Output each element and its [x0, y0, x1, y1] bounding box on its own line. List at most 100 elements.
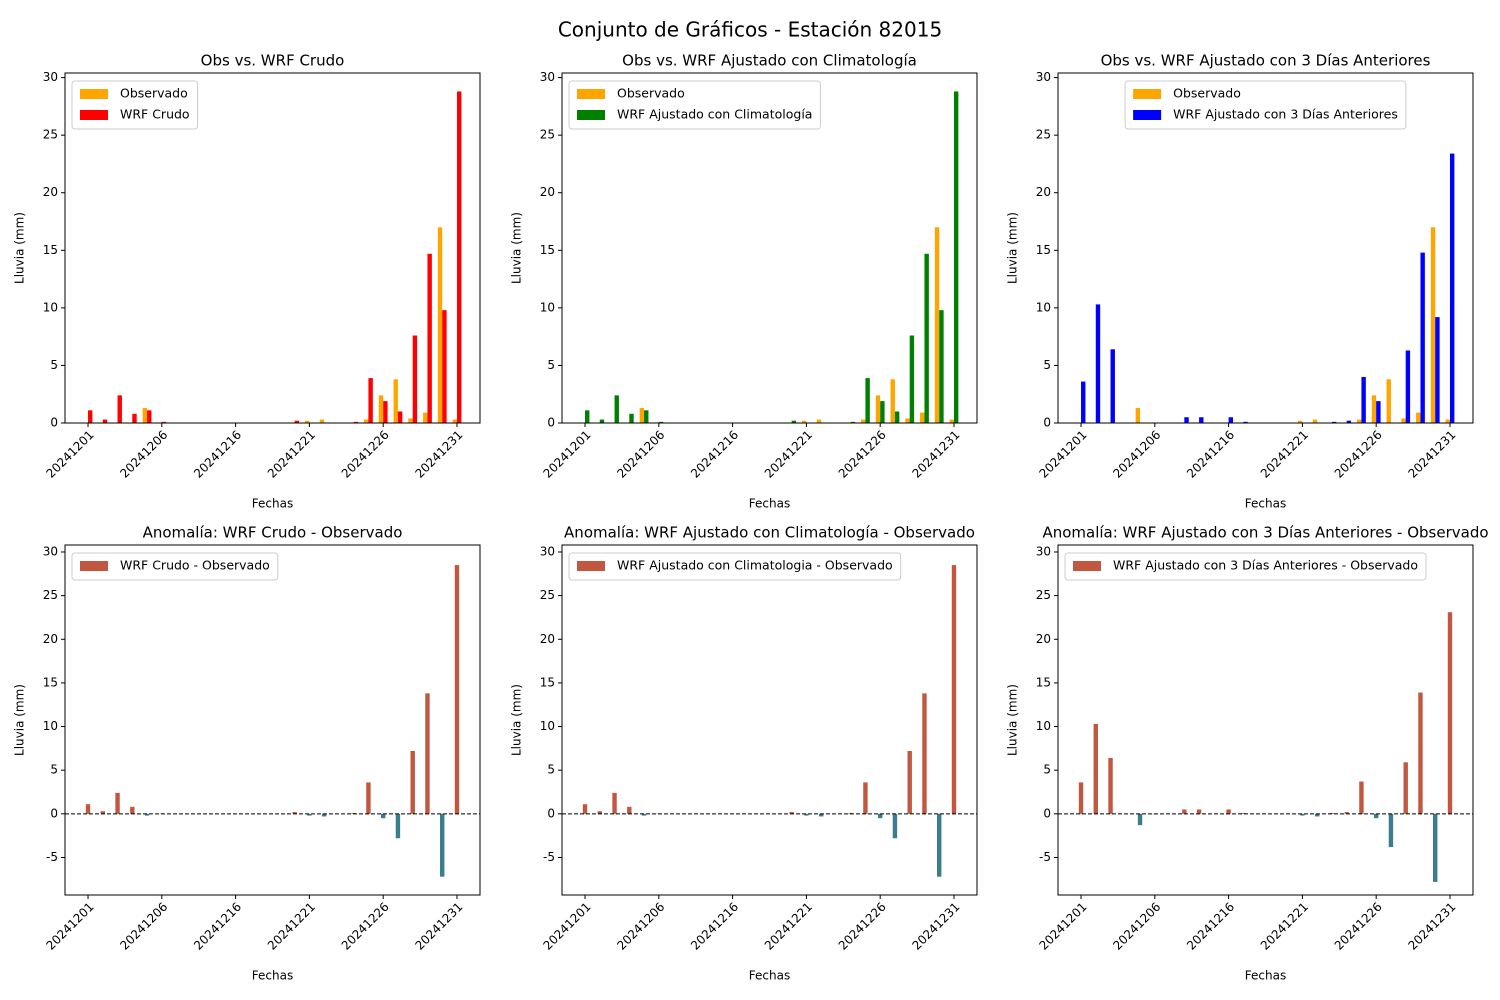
- bar: [423, 412, 428, 423]
- bar: [1447, 612, 1453, 814]
- x-tick-label: 20241221: [762, 900, 815, 953]
- legend-label: Observado: [120, 86, 188, 101]
- x-tick-label: 20241231: [412, 428, 465, 481]
- subplot-title: Obs vs. WRF Ajustado con Climatología: [622, 52, 917, 70]
- bar: [1403, 762, 1408, 814]
- legend-swatch: [80, 110, 108, 120]
- axes-frame: [64, 544, 481, 896]
- x-tick-label: 20241216: [191, 428, 244, 481]
- subplot-title: Anomalía: WRF Crudo - Observado: [143, 524, 403, 542]
- bar: [353, 421, 359, 423]
- bar: [102, 419, 108, 423]
- x-tick-label: 20241216: [191, 900, 244, 953]
- y-axis-label: Lluvia (mm): [1006, 212, 1020, 284]
- x-tick-label: 20241226: [1332, 428, 1385, 481]
- bar: [383, 401, 388, 423]
- y-tick-label: 25: [540, 128, 555, 142]
- bar: [1228, 417, 1234, 423]
- legend-label: Observado: [1173, 86, 1241, 101]
- bar: [585, 410, 590, 423]
- bar: [1135, 408, 1141, 423]
- y-tick-label: 5: [50, 763, 58, 777]
- bar: [1241, 812, 1246, 814]
- legend: WRF Crudo - Observado: [71, 552, 279, 581]
- x-tick-label: 20241206: [1110, 900, 1163, 953]
- y-tick-label: 25: [1036, 128, 1051, 142]
- x-tick-label: 20241206: [614, 900, 667, 953]
- x-tick-label: 20241201: [44, 900, 97, 953]
- legend-swatch: [1133, 110, 1162, 120]
- bar: [937, 813, 942, 877]
- bar: [880, 401, 885, 423]
- y-axis-label: Lluvia (mm): [13, 684, 27, 756]
- legend-label: WRF Crudo - Observado: [120, 558, 270, 573]
- bar: [161, 421, 167, 423]
- x-tick-label: 20241226: [836, 428, 889, 481]
- legend-label: WRF Ajustado con Climatología: [617, 107, 812, 122]
- y-tick-label: 0: [547, 806, 555, 820]
- x-tick-label: 20241221: [265, 428, 318, 481]
- bar: [452, 419, 457, 423]
- legend: WRF Ajustado con 3 Días Anteriores - Obs…: [1064, 552, 1427, 581]
- bar: [1361, 376, 1366, 423]
- bar: [321, 813, 327, 817]
- bar: [1430, 227, 1436, 423]
- y-tick-label: -5: [543, 850, 555, 864]
- bar: [644, 410, 649, 423]
- bar: [865, 378, 870, 423]
- bar: [939, 310, 944, 423]
- y-axis-label: Lluvia (mm): [13, 212, 27, 284]
- bar: [1435, 317, 1440, 423]
- bar: [1373, 813, 1379, 819]
- bar: [1314, 813, 1320, 817]
- bar: [909, 335, 915, 423]
- bar: [1312, 419, 1318, 423]
- subplot-title: Obs vs. WRF Ajustado con 3 Días Anterior…: [1101, 52, 1431, 70]
- y-tick-label: 20: [540, 185, 555, 199]
- y-tick-label: 20: [43, 632, 58, 646]
- bar: [924, 253, 929, 423]
- legend-box: [568, 80, 821, 130]
- bar: [100, 811, 105, 814]
- y-tick-label: 30: [43, 544, 58, 558]
- y-tick-label: 15: [43, 675, 58, 689]
- legend-label: WRF Crudo: [120, 107, 190, 122]
- bar: [877, 813, 883, 819]
- x-tick-label: 20241221: [1258, 428, 1311, 481]
- bar: [1081, 381, 1086, 423]
- bar: [1433, 813, 1438, 882]
- x-tick-label: 20241231: [909, 428, 962, 481]
- bar: [804, 813, 809, 816]
- y-tick-label: 10: [540, 300, 555, 314]
- y-tick-label: 30: [540, 70, 555, 84]
- bar: [454, 565, 460, 814]
- x-tick-label: 20241201: [44, 428, 97, 481]
- subplot-title: Anomalía: WRF Ajustado con 3 Días Anteri…: [1042, 524, 1488, 542]
- subplot: Anomalía: WRF Ajustado con 3 Días Anteri…: [1006, 524, 1489, 983]
- y-tick-label: 5: [547, 763, 555, 777]
- x-tick-label: 20241201: [1037, 428, 1090, 481]
- axes-frame: [64, 72, 481, 424]
- y-tick-label: 25: [43, 128, 58, 142]
- bar: [1300, 813, 1305, 816]
- bar: [85, 804, 91, 814]
- bar: [1449, 153, 1455, 423]
- bar: [1199, 417, 1204, 423]
- y-tick-label: 0: [547, 416, 555, 430]
- bar: [1078, 782, 1084, 814]
- bar: [440, 813, 445, 877]
- bar: [850, 421, 856, 423]
- bar: [147, 410, 152, 423]
- bar: [582, 804, 588, 814]
- bar: [1137, 813, 1143, 826]
- legend-label: WRF Ajustado con 3 Días Anteriores - Obs…: [1113, 558, 1418, 573]
- legend-box: [1124, 80, 1407, 130]
- bar: [627, 806, 632, 814]
- legend-box: [71, 552, 279, 581]
- y-tick-label: 10: [43, 300, 58, 314]
- bar: [1196, 809, 1202, 814]
- bar: [951, 565, 957, 814]
- axes-frame: [1057, 544, 1474, 896]
- x-tick-label: 20241221: [1258, 900, 1311, 953]
